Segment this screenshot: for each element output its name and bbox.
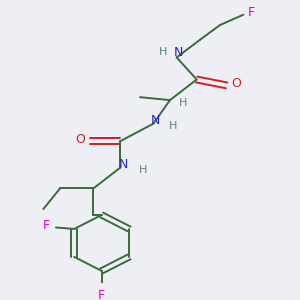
- Text: H: H: [178, 98, 187, 108]
- Text: F: F: [248, 6, 255, 19]
- Text: H: H: [169, 121, 178, 131]
- Text: O: O: [76, 134, 85, 146]
- Text: N: N: [150, 114, 160, 127]
- Text: F: F: [43, 220, 50, 232]
- Text: F: F: [98, 290, 105, 300]
- Text: H: H: [158, 47, 167, 57]
- Text: N: N: [118, 158, 128, 171]
- Text: N: N: [174, 46, 183, 59]
- Text: H: H: [139, 165, 147, 175]
- Text: O: O: [231, 77, 241, 90]
